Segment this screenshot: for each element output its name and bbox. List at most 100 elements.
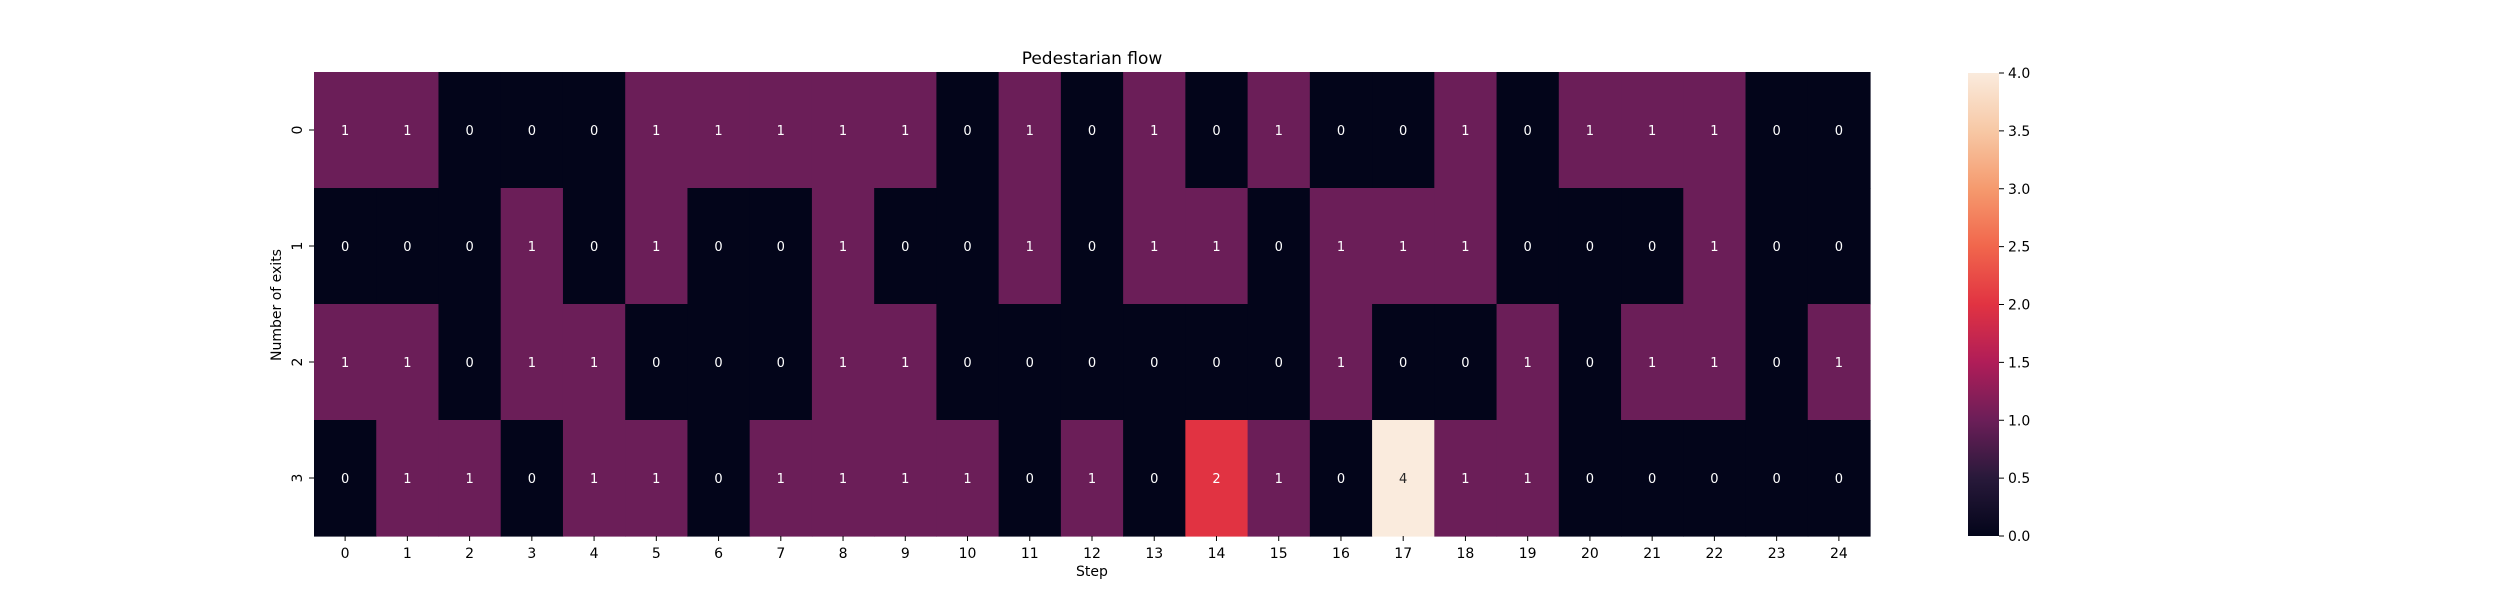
heatmap-cell <box>314 72 377 189</box>
heatmap-cell <box>1309 304 1373 421</box>
cell-value-label: 1 <box>839 356 847 371</box>
heatmap-cell <box>811 188 875 305</box>
cell-value-label: 0 <box>1461 356 1469 371</box>
heatmap-cell <box>1683 304 1747 421</box>
heatmap-cell <box>1807 188 1871 305</box>
cell-value-label: 1 <box>1586 124 1594 139</box>
heatmap-cell <box>438 72 502 189</box>
cell-value-label: 1 <box>652 240 660 255</box>
cell-value-label: 0 <box>528 124 536 139</box>
heatmap-cell <box>1372 304 1435 421</box>
heatmap-cell <box>1621 188 1684 305</box>
heatmap-cell <box>1123 72 1186 189</box>
cell-value-label: 1 <box>839 240 847 255</box>
cell-value-label: 1 <box>1461 240 1469 255</box>
heatmap-cell <box>1434 188 1498 305</box>
heatmap-cell <box>562 420 626 537</box>
heatmap-cell <box>687 420 751 537</box>
cell-value-label: 1 <box>403 356 411 371</box>
cell-value-label: 0 <box>465 240 473 255</box>
heatmap-cell <box>1123 188 1186 305</box>
heatmap-cell <box>376 420 440 537</box>
heatmap-cell <box>687 188 751 305</box>
cell-value-label: 0 <box>1648 472 1656 487</box>
cell-value-label: 0 <box>1586 472 1594 487</box>
heatmap-cell <box>936 304 1000 421</box>
cell-value-label: 0 <box>1275 356 1283 371</box>
x-tick-label: 24 <box>1830 546 1848 562</box>
cell-value-label: 0 <box>1337 472 1345 487</box>
cell-value-label: 0 <box>714 472 722 487</box>
x-tick-label: 23 <box>1768 546 1786 562</box>
heatmap-cell <box>1247 420 1311 537</box>
heatmap-cell <box>314 420 377 537</box>
cell-value-label: 0 <box>777 356 785 371</box>
heatmap-cell <box>1060 420 1124 537</box>
cell-value-label: 1 <box>1648 124 1656 139</box>
heatmap-cell <box>749 420 813 537</box>
cell-value-label: 0 <box>403 240 411 255</box>
cell-value-label: 0 <box>1399 124 1407 139</box>
heatmap-cell <box>874 72 937 189</box>
cell-value-label: 1 <box>1150 240 1158 255</box>
heatmap-cells: 1 1 0 0 0 1 1 1 1 1 0 1 0 1 0 1 0 0 1 0 1 1 1 0 0 0 0 0 1 0 1 0 0 1 0 0 1 0 1 1… <box>314 72 1871 537</box>
heatmap-cell <box>1745 72 1809 189</box>
heatmap-cell <box>936 72 1000 189</box>
cell-value-label: 0 <box>1524 240 1532 255</box>
x-tick-label: 10 <box>959 546 977 562</box>
heatmap-cell <box>438 304 502 421</box>
cell-value-label: 0 <box>1337 124 1345 139</box>
cell-value-label: 0 <box>963 240 971 255</box>
cell-value-label: 1 <box>963 472 971 487</box>
heatmap-cell <box>438 420 502 537</box>
colorbar-tick-label: 1.5 <box>2008 355 2030 371</box>
heatmap-cell <box>562 188 626 305</box>
cell-value-label: 1 <box>901 356 909 371</box>
cell-value-label: 0 <box>1212 124 1220 139</box>
cell-value-label: 1 <box>839 124 847 139</box>
cell-value-label: 0 <box>1586 240 1594 255</box>
colorbar <box>1968 73 1999 536</box>
heatmap-cell <box>1621 420 1684 537</box>
cell-value-label: 1 <box>1710 356 1718 371</box>
cell-value-label: 1 <box>1461 472 1469 487</box>
heatmap-cell <box>1372 72 1435 189</box>
x-axis-label: Step <box>1076 564 1108 580</box>
cell-value-label: 0 <box>1772 472 1780 487</box>
cell-value-label: 0 <box>1150 472 1158 487</box>
cell-value-label: 1 <box>1026 240 1034 255</box>
heatmap-cell <box>1309 420 1373 537</box>
cell-value-label: 1 <box>1275 472 1283 487</box>
cell-value-label: 1 <box>1337 240 1345 255</box>
cell-value-label: 0 <box>1648 240 1656 255</box>
heatmap-cell <box>1434 304 1498 421</box>
y-tick-label: 3 <box>290 474 306 483</box>
cell-value-label: 1 <box>714 124 722 139</box>
cell-value-label: 1 <box>590 356 598 371</box>
x-tick-label: 2 <box>465 546 474 562</box>
cell-value-label: 0 <box>1772 356 1780 371</box>
cell-value-label: 0 <box>1710 472 1718 487</box>
heatmap-cell <box>1558 72 1622 189</box>
cell-value-label: 1 <box>1835 356 1843 371</box>
x-tick-label: 15 <box>1270 546 1288 562</box>
heatmap-cell <box>936 188 1000 305</box>
heatmap-cell <box>1060 188 1124 305</box>
cell-value-label: 0 <box>1150 356 1158 371</box>
heatmap-cell <box>811 72 875 189</box>
x-tick-label: 14 <box>1208 546 1226 562</box>
cell-value-label: 1 <box>1212 240 1220 255</box>
heatmap-cell <box>1309 72 1373 189</box>
cell-value-label: 1 <box>465 472 473 487</box>
heatmap-cell <box>562 304 626 421</box>
heatmap-cell <box>500 72 564 189</box>
cell-value-label: 0 <box>1772 240 1780 255</box>
cell-value-label: 1 <box>652 472 660 487</box>
heatmap-cell <box>314 188 377 305</box>
cell-value-label: 1 <box>1150 124 1158 139</box>
heatmap-cell <box>1434 72 1498 189</box>
heatmap-cell <box>998 304 1062 421</box>
cell-value-label: 0 <box>590 240 598 255</box>
heatmap-cell <box>1807 304 1871 421</box>
cell-value-label: 1 <box>1524 472 1532 487</box>
